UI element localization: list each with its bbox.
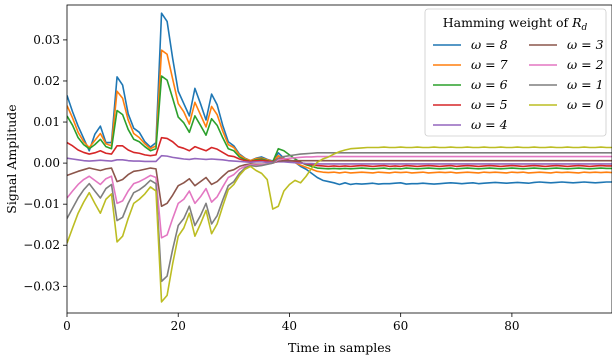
y-axis: −0.03 −0.02 −0.01 0.00 0.01 0.02 0.03 <box>23 33 67 293</box>
x-axis: 0 20 40 60 80 <box>63 313 520 333</box>
legend-label: ω = 3 <box>567 37 604 52</box>
series-line-3 <box>67 136 612 168</box>
legend-title: Hamming weight of Rd <box>443 15 588 33</box>
x-tick-label: 40 <box>282 319 297 333</box>
series-line-2 <box>67 75 612 170</box>
legend-label: ω = 8 <box>471 37 508 52</box>
series-line-1 <box>67 49 612 174</box>
y-tick-label: 0.00 <box>33 156 60 170</box>
x-axis-label: Time in samples <box>288 340 391 355</box>
y-axis-label: Signal Amplitude <box>4 104 19 213</box>
legend-label: ω = 4 <box>471 117 508 132</box>
legend-label: ω = 0 <box>567 97 604 112</box>
x-tick-label: 80 <box>504 319 519 333</box>
legend-entries: ω = 8 ω = 7 ω = 6 ω = 5 ω = 4 ω = 3 ω = 2 ω = 1… <box>433 37 604 132</box>
x-tick-label: 0 <box>63 319 71 333</box>
y-tick-label: 0.02 <box>33 74 60 88</box>
legend-label: ω = 6 <box>471 77 508 92</box>
x-tick-label: 20 <box>171 319 186 333</box>
series-line-4 <box>67 154 612 165</box>
legend-label: ω = 5 <box>471 97 508 112</box>
y-tick-label: 0.01 <box>33 115 60 129</box>
legend-label: ω = 2 <box>567 57 604 72</box>
legend-box <box>424 8 607 137</box>
y-tick-label: −0.01 <box>23 197 60 211</box>
y-tick-label: −0.03 <box>23 279 60 293</box>
x-tick-label: 60 <box>393 319 408 333</box>
y-tick-label: −0.02 <box>23 238 60 252</box>
y-tick-label: 0.03 <box>33 33 60 47</box>
series-layer <box>67 12 612 303</box>
series-line-8 <box>67 146 612 303</box>
series-line-0 <box>67 12 612 186</box>
legend-label: ω = 7 <box>471 57 508 72</box>
series-line-6 <box>67 155 612 239</box>
plot-frame <box>66 4 612 314</box>
legend: Hamming weight of Rd ω = 8ω = 7ω = 6ω = … <box>424 8 607 137</box>
series-line-5 <box>67 159 612 208</box>
legend-label: ω = 1 <box>567 77 604 92</box>
